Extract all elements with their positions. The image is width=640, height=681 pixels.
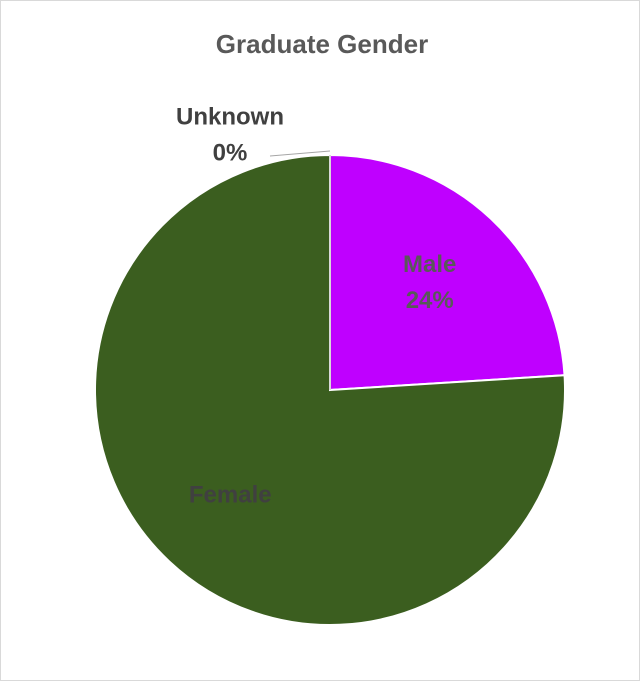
- chart-title: Graduate Gender: [216, 29, 428, 59]
- pie-slice: [329, 153, 566, 392]
- data-label-name: Female: [189, 482, 272, 509]
- data-label-value: 24%: [406, 287, 454, 314]
- leader-line: [269, 150, 331, 157]
- data-label-name: Unknown: [176, 103, 284, 130]
- data-label-name: Male: [403, 251, 456, 278]
- data-label-value: 0%: [213, 139, 248, 166]
